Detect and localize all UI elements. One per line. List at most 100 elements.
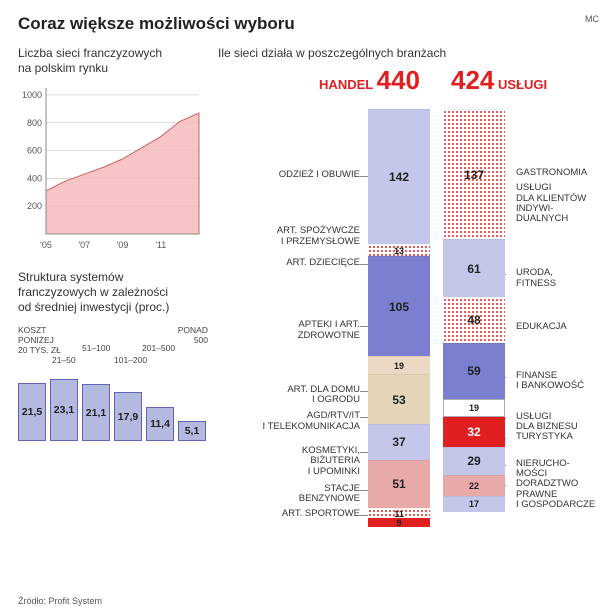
leader-line [505,174,506,175]
stack-segment: 48 [443,297,505,343]
leader-line [360,515,368,516]
category-label: DORADZTWOPRAWNEI GOSPODARCZE [516,479,615,510]
category-label: NIERUCHO-MOŚCI [516,459,615,480]
category-label: KOSMETYKI,BIŻUTERIAI UPOMINKI [210,446,360,477]
segment-value: 9 [368,518,430,528]
svg-text:200: 200 [27,201,42,211]
area-chart: 200 400 600 800 1000 '05 '07 '09 '11 [18,82,203,252]
segment-value: 59 [443,364,505,378]
struct-bar-value: 23,1 [51,404,77,416]
struct-bar: 21,5 [18,383,46,441]
category-label: APTEKI I ART.ZDROWOTNE [210,320,360,341]
svg-text:'11: '11 [155,240,166,250]
segment-value: 19 [444,403,504,413]
segment-value: 61 [443,262,505,276]
main-title: Coraz większe możliwości wyboru [18,14,597,34]
stack-segment: 142 [368,109,430,244]
struct-range-labels: KOSZTPONIŻEJ20 TYS. ZŁPONAD50021–5051–10… [18,325,208,369]
struct-bar: 5,1 [178,421,206,441]
leader-line [505,485,506,486]
segment-value: 137 [443,168,505,182]
stack-segment: 13 [368,244,430,256]
stack-segment: 51 [368,460,430,508]
svg-text:600: 600 [27,146,42,156]
leader-line [505,418,506,419]
stack-head-label: USŁUGI [498,77,547,92]
stack-segment: 105 [368,256,430,356]
segment-value: 17 [443,499,505,509]
svg-text:'07: '07 [78,240,90,250]
svg-text:400: 400 [27,173,42,183]
stack-head-label: HANDEL [319,77,373,92]
category-label: ODZIEŻ I OBUWIE [210,170,360,180]
category-label: USŁUGIDLA BIZNESU [516,412,615,433]
stack-head-right: 424 USŁUGI [451,65,571,96]
stack-segment: 19 [443,399,505,417]
category-label: ART. DLA DOMUI OGRODU [210,385,360,406]
category-label: FINANSEI BANKOWOŚĆ [516,371,615,392]
category-label: TURYSTYKA [516,432,615,442]
stack-segment: 9 [368,518,430,527]
svg-text:1000: 1000 [22,90,42,100]
segment-value: 37 [368,435,430,449]
segment-value: 142 [368,170,430,184]
category-label: ART. DZIECIĘCE [210,258,360,268]
category-label: STACJEBENZYNOWE [210,484,360,505]
left-column: Liczba sieci franczyzowychna polskim ryn… [18,46,208,555]
stack-segment: 137 [443,109,505,239]
stack-column-left: 142 13 105 19 53 37 51119 [368,109,430,527]
struct-bar-value: 21,5 [19,406,45,418]
category-label: URODA,FITNESS [516,268,615,289]
leader-line [505,328,506,329]
category-label: AGD/RTV/ITI TELEKOMUNIKACJA [210,411,360,432]
segment-value: 32 [443,425,505,439]
leader-line [505,438,506,439]
struct-bar: 11,4 [146,407,174,441]
segment-value: 29 [443,454,505,468]
leader-line [360,490,368,491]
svg-text:'05: '05 [40,240,52,250]
stack-segment: 37 [368,424,430,459]
leader-line [360,391,368,392]
leader-line [360,452,368,453]
struct-bar-value: 21,1 [83,407,109,419]
category-label: ART. SPOŻYWCZEI PRZEMYSŁOWE [210,226,360,247]
stack-segment: 53 [368,374,430,424]
struct-bars: 21,5 23,1 21,1 17,9 11,4 5,1 [18,371,208,441]
stack-segment: 22 [443,475,505,496]
struct-bar: 21,1 [82,384,110,441]
category-label: GASTRONOMIA [516,168,615,178]
svg-text:'09: '09 [117,240,129,250]
stacks-area: HANDEL 4401421310519533751119ODZIEŻ I OB… [218,65,597,555]
leader-line [360,417,368,418]
struct-bar: 17,9 [114,392,142,441]
source-credit: Źródło: Profit System [18,596,102,606]
segment-value: 53 [368,393,430,407]
struct-bar-value: 11,4 [147,418,173,430]
segment-value: 19 [368,361,430,371]
corner-credit: MC [585,14,599,24]
svg-text:800: 800 [27,118,42,128]
segment-value: 22 [443,481,505,491]
category-label: ART. SPORTOWE [210,509,360,519]
stack-column-right: 137 61 48 59 19 32 29 22 17 [443,109,505,512]
struct-bar-value: 17,9 [115,411,141,423]
struct-title: Struktura systemówfranczyzowych w zależn… [18,270,208,315]
layout: Liczba sieci franczyzowychna polskim ryn… [18,46,597,555]
stack-head-left: HANDEL 440 [300,65,420,96]
segment-value: 13 [368,246,430,256]
area-svg: 200 400 600 800 1000 '05 '07 '09 '11 [18,82,203,252]
stack-segment: 17 [443,496,505,512]
leader-line [360,264,368,265]
stack-segment: 11 [368,508,430,518]
right-column: Ile sieci działa w poszczególnych branża… [218,46,597,555]
struct-bar-value: 5,1 [179,425,205,437]
leader-line [505,274,506,275]
stack-segment: 32 [443,417,505,447]
stack-head-total: 424 [451,65,494,95]
struct-bar: 23,1 [50,379,78,441]
segment-value: 105 [368,300,430,314]
leader-line [360,176,368,177]
area-title: Liczba sieci franczyzowychna polskim ryn… [18,46,208,76]
stack-segment: 29 [443,447,505,475]
